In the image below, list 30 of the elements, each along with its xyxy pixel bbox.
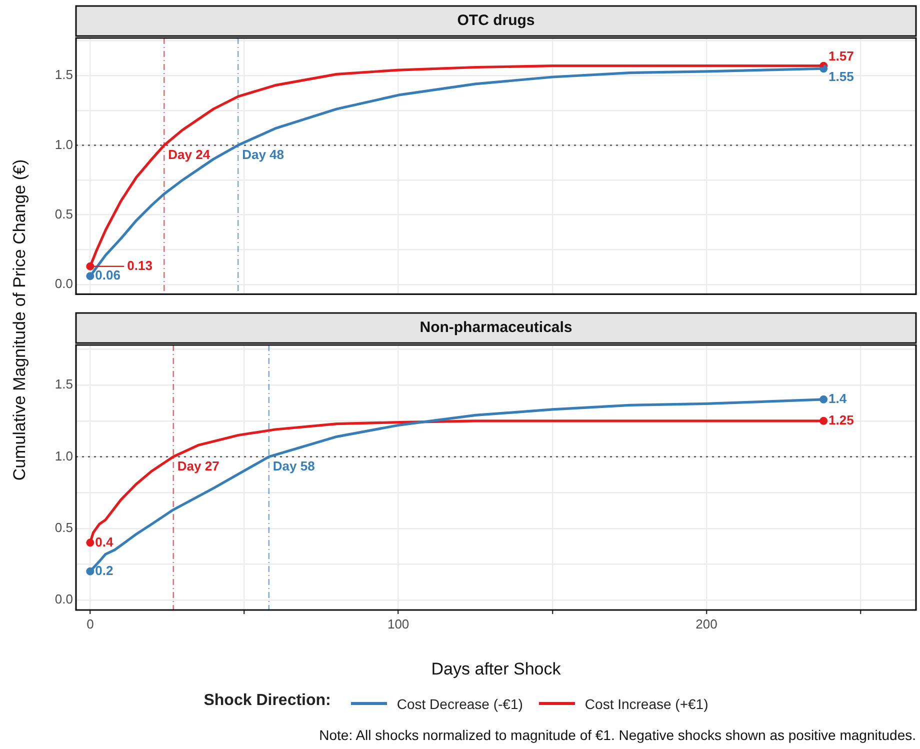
y-tick-label: 0.5 <box>54 520 73 535</box>
legend-label: Cost Increase (+€1) <box>584 696 708 712</box>
data-label: 0.2 <box>95 562 114 578</box>
x-tick-label: 100 <box>387 616 410 632</box>
x-axis-title: Days after Shock <box>431 659 562 678</box>
chart-title: Non-pharmaceuticals <box>420 319 572 336</box>
y-tick-label: 0.5 <box>54 206 73 222</box>
y-tick-label: 1.5 <box>54 376 73 392</box>
x-tick-label: 0 <box>86 616 94 632</box>
y-axis-title: Cumulative Magnitude of Price Change (€) <box>10 159 30 481</box>
x-tick-label: 200 <box>696 616 718 632</box>
data-label: 0.13 <box>127 258 152 273</box>
ref-line-label: Day 58 <box>272 458 315 474</box>
data-label: 0.06 <box>95 268 120 283</box>
data-label: 1.55 <box>828 69 854 84</box>
y-tick-label: 1.5 <box>54 67 73 82</box>
data-label: 1.25 <box>828 412 854 428</box>
y-tick-label: 0.0 <box>54 592 73 607</box>
data-label: 0.4 <box>95 534 114 550</box>
legend-label: Cost Decrease (-€1) <box>396 696 523 712</box>
ref-line-label: Day 27 <box>177 458 220 474</box>
data-label: 1.57 <box>828 48 854 64</box>
legend-title: Shock Direction: <box>204 692 331 709</box>
ref-line-label: Day 24 <box>168 146 211 162</box>
y-tick-label: 1.0 <box>54 136 73 152</box>
text: Note: All shocks normalized to magnitude of €1. Negative shocks shown as positive magnitudes. <box>319 727 916 743</box>
chart-title: OTC drugs <box>457 12 535 30</box>
data-label: 1.4 <box>828 391 848 406</box>
y-tick-label: 1.0 <box>54 448 73 464</box>
ref-line-label: Day 48 <box>242 146 284 162</box>
